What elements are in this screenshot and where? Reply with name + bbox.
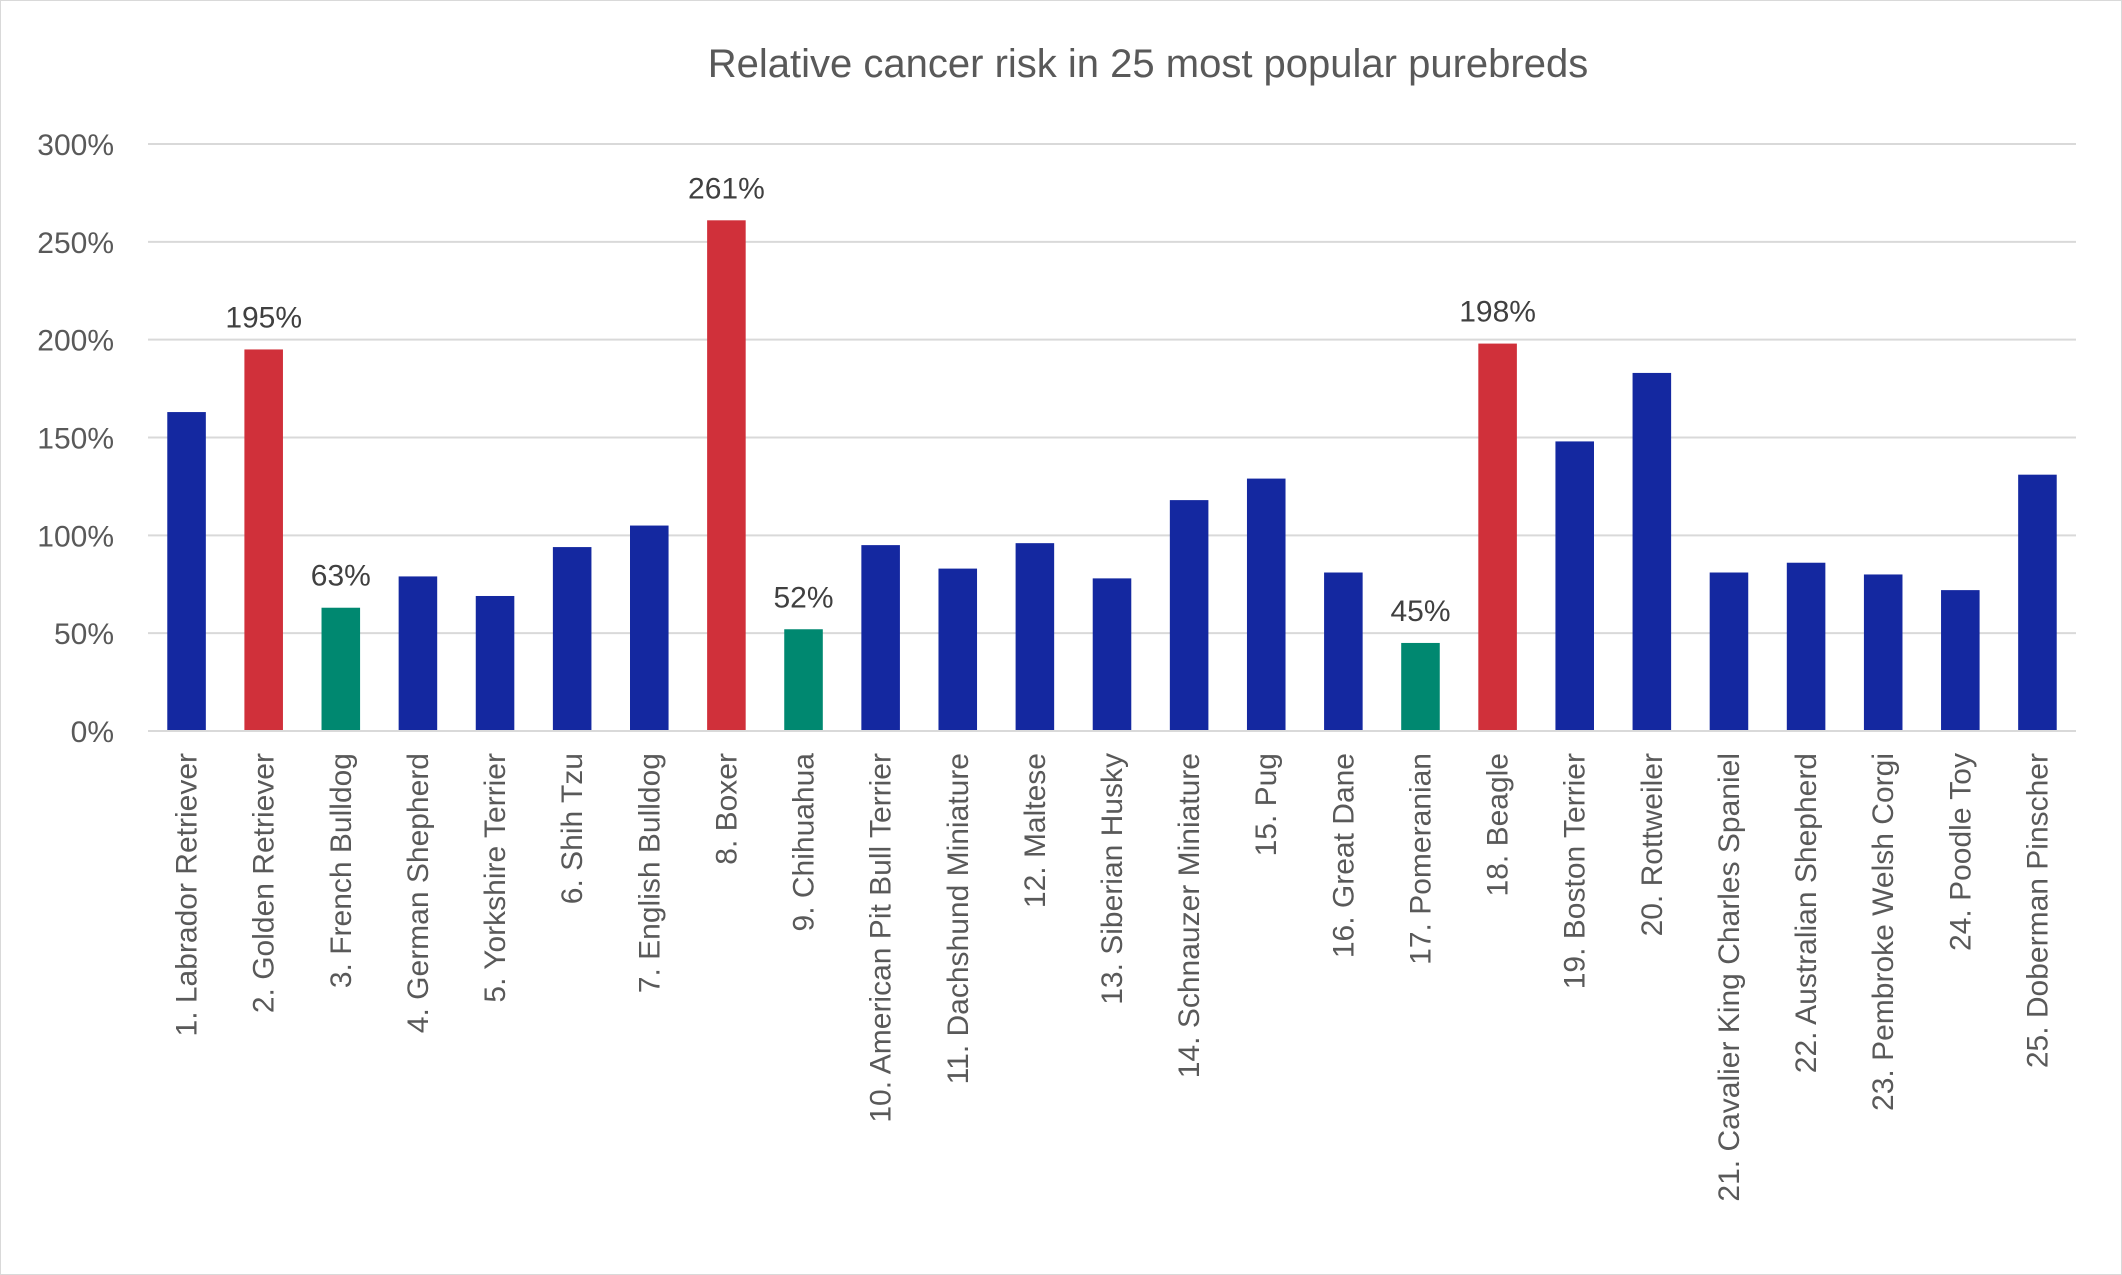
x-category-label: 10. American Pit Bull Terrier	[865, 753, 898, 1123]
x-category-label: 7. English Bulldog	[633, 753, 666, 993]
data-label: 198%	[1459, 296, 1536, 329]
x-category-label: 25. Doberman Pinscher	[2021, 753, 2054, 1068]
y-tick-label: 200%	[37, 325, 114, 358]
x-category-label: 24. Poodle Toy	[1944, 753, 1977, 951]
data-labels: 195% 63% 261% 52% 45% 198%	[225, 172, 1536, 628]
x-category-label: 22. Australian Shepherd	[1790, 753, 1823, 1073]
x-category-label: 17. Pomeranian	[1404, 753, 1437, 965]
bar	[1324, 572, 1363, 731]
x-category-label: 11. Dachshund Miniature	[942, 753, 975, 1084]
x-category-label: 20. Rottweiler	[1636, 753, 1669, 936]
x-category-label: 13. Siberian Husky	[1096, 753, 1129, 1005]
data-label: 261%	[688, 172, 765, 205]
bar	[1246, 478, 1286, 731]
x-category-label: 21. Cavalier King Charles Spaniel	[1713, 753, 1746, 1202]
bar	[1401, 642, 1440, 731]
bar	[1632, 372, 1672, 731]
bar	[475, 595, 515, 731]
bar	[1555, 441, 1594, 731]
bar	[938, 568, 978, 731]
bar	[1941, 590, 1980, 731]
y-tick-label: 150%	[37, 423, 114, 456]
bar	[1478, 343, 1517, 731]
x-category-label: 6. Shih Tzu	[556, 753, 589, 904]
bar	[861, 545, 900, 731]
x-category-label: 9. Chihuahua	[788, 753, 821, 932]
y-axis-ticks: 0% 50% 100% 150% 200% 250% 300%	[37, 129, 114, 749]
bar	[321, 607, 361, 731]
y-tick-label: 250%	[37, 227, 114, 260]
x-category-label: 5. Yorkshire Terrier	[479, 753, 512, 1003]
bar	[707, 220, 746, 731]
bar	[784, 629, 823, 731]
data-label: 45%	[1390, 595, 1450, 628]
bar	[2018, 474, 2057, 731]
bar	[398, 576, 438, 731]
x-category-label: 12. Maltese	[1019, 753, 1052, 908]
bar	[244, 349, 283, 731]
bar	[552, 547, 592, 731]
x-category-label: 2. Golden Retriever	[248, 753, 281, 1013]
gridlines	[148, 143, 2076, 635]
data-label: 195%	[225, 301, 302, 334]
x-category-label: 3. French Bulldog	[325, 753, 358, 988]
x-category-label: 18. Beagle	[1482, 753, 1515, 896]
bar	[1169, 500, 1209, 731]
x-category-label: 1. Labrador Retriever	[171, 753, 204, 1036]
y-tick-label: 0%	[71, 716, 114, 749]
x-category-label: 14. Schnauzer Miniature	[1173, 753, 1206, 1078]
x-category-label: 16. Great Dane	[1327, 753, 1360, 958]
data-label: 63%	[311, 560, 371, 593]
data-label: 52%	[773, 581, 833, 614]
bar	[1092, 578, 1132, 731]
bars	[167, 220, 2057, 731]
x-category-label: 23. Pembroke Welsh Corgi	[1867, 753, 1900, 1111]
bar	[1015, 543, 1055, 731]
y-tick-label: 100%	[37, 520, 114, 553]
x-category-label: 4. German Shepherd	[402, 753, 435, 1033]
bar	[1709, 572, 1749, 731]
chart-title: Relative cancer risk in 25 most popular …	[708, 42, 1588, 86]
y-tick-label: 300%	[37, 129, 114, 162]
bar	[1786, 562, 1826, 731]
y-tick-label: 50%	[54, 618, 114, 651]
bar	[630, 525, 669, 731]
x-category-label: 8. Boxer	[710, 753, 743, 865]
bar	[167, 412, 206, 731]
bar	[1863, 574, 1903, 731]
x-category-label: 19. Boston Terrier	[1559, 753, 1592, 989]
x-axis-categories: 1. Labrador Retriever 2. Golden Retriever…	[171, 753, 2055, 1202]
x-category-label: 15. Pug	[1250, 753, 1283, 856]
